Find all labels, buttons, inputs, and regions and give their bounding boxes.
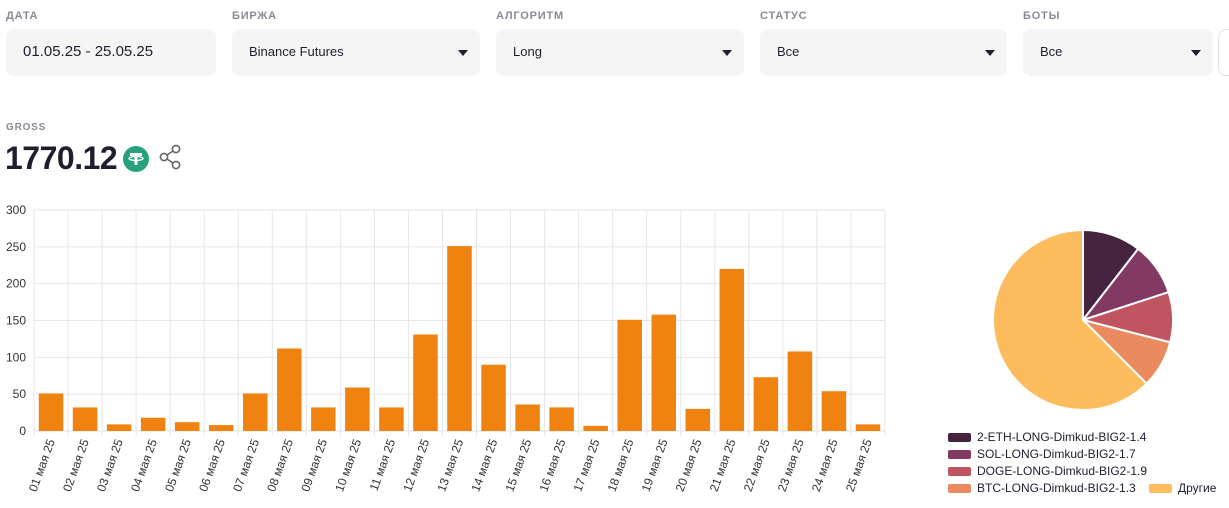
x-tick-label: 14 мая 25 [468,437,500,494]
x-tick-label: 02 мая 25 [60,437,92,494]
bar[interactable] [345,387,370,431]
x-tick-label: 23 мая 25 [775,437,807,494]
x-tick-label: 08 мая 25 [264,437,296,494]
y-tick-label: 50 [13,387,27,401]
x-tick-label: 05 мая 25 [162,437,194,494]
y-tick-label: 200 [6,277,26,291]
algorithm-select[interactable]: Long [496,29,744,76]
gross-value: 1770.12 [5,140,118,176]
bots-select-value: Все [1040,44,1063,59]
filter-exchange-label: БИРЖА [232,10,277,22]
tether-usdt-icon [123,146,149,172]
x-tick-label: 10 мая 25 [332,437,364,494]
y-tick-label: 150 [6,314,26,328]
x-tick-label: 12 мая 25 [400,437,432,494]
filter-bots-label: БОТЫ [1023,10,1061,22]
legend-swatch [1149,484,1172,493]
bar[interactable] [821,391,847,431]
legend-label: 2-ETH-LONG-Dimkud-BIG2-1.4 [977,430,1147,444]
exchange-select-value: Binance Futures [249,44,344,59]
status-select-value: Все [777,44,800,59]
x-tick-label: 09 мая 25 [298,437,330,494]
x-tick-label: 20 мая 25 [673,437,705,494]
bots-pie-chart [992,228,1174,411]
legend-label: BTC-LONG-Dimkud-BIG2-1.3 [977,481,1136,495]
x-tick-label: 07 мая 25 [230,437,262,494]
legend-swatch [948,450,971,459]
bar[interactable] [277,348,302,431]
filter-status-label: СТАТУС [760,10,808,22]
x-tick-label: 04 мая 25 [128,437,160,494]
x-tick-label: 22 мая 25 [741,437,773,494]
status-select[interactable]: Все [760,29,1007,76]
legend-swatch [948,484,971,493]
bar[interactable] [311,407,336,431]
x-tick-label: 21 мая 25 [707,437,739,494]
bar[interactable] [208,425,234,431]
y-tick-label: 300 [6,203,26,217]
bar[interactable] [106,424,132,431]
filter-algorithm-label: АЛГОРИТМ [496,10,564,22]
legend-label: Другие [1178,481,1217,495]
bar[interactable] [549,407,574,431]
bar[interactable] [243,393,268,431]
caret-down-icon [1191,50,1201,56]
bar[interactable] [515,404,540,431]
share-icon[interactable] [157,143,183,171]
legend-label: SOL-LONG-Dimkud-BIG2-1.7 [977,447,1136,461]
date-range-value: 01.05.25 - 25.05.25 [23,43,154,60]
bar[interactable] [583,425,608,431]
bar[interactable] [481,364,506,431]
bar[interactable] [753,377,779,431]
x-tick-label: 16 мая 25 [537,437,569,494]
bar[interactable] [174,422,200,431]
caret-down-icon [985,50,995,56]
bar[interactable] [140,417,166,431]
bar[interactable] [685,408,711,431]
bar[interactable] [651,314,676,431]
filter-bar: ДАТА 01.05.25 - 25.05.25 БИРЖА Binance F… [6,0,1229,80]
caret-down-icon [458,50,468,56]
date-range-input[interactable]: 01.05.25 - 25.05.25 [6,29,216,76]
x-tick-label: 25 мая 25 [843,437,875,494]
bar[interactable] [413,334,438,431]
bar[interactable] [379,407,404,431]
bar[interactable] [38,393,64,431]
caret-down-icon [722,50,732,56]
filter-date-label: ДАТА [6,10,39,22]
bar[interactable] [447,246,472,431]
pie-slice[interactable] [992,228,1149,411]
bots-select[interactable]: Все [1023,29,1213,76]
x-tick-label: 15 мая 25 [503,437,535,494]
daily-gross-bar-chart: 0 50 100 150 200 250 300 01 мая 25 02 мая 25 03 м… [6,203,886,494]
pie-legend: 2-ETH-LONG-Dimkud-BIG2-1.4 SOL-LONG-Dimk… [948,430,1229,500]
bar[interactable] [719,268,745,431]
x-tick-label: 18 мая 25 [605,437,637,494]
bar[interactable] [787,351,813,431]
x-tick-label: 01 мая 25 [26,437,58,494]
algorithm-select-value: Long [513,44,542,59]
x-tick-label: 06 мая 25 [196,437,228,494]
exchange-select[interactable]: Binance Futures [232,29,480,76]
legend-swatch [948,433,971,442]
bar[interactable] [617,319,642,431]
y-tick-label: 100 [6,350,26,364]
x-tick-label: 11 мая 25 [367,437,399,493]
x-tick-label: 17 мая 25 [571,437,603,494]
gross-label: GROSS [6,122,47,133]
legend-label: DOGE-LONG-Dimkud-BIG2-1.9 [977,464,1148,478]
y-tick-label: 250 [6,240,26,254]
x-tick-label: 13 мая 25 [434,437,466,494]
more-filters-button[interactable] [1218,29,1229,76]
legend-swatch [948,467,971,476]
x-tick-label: 19 мая 25 [639,437,671,494]
x-tick-label: 24 мая 25 [809,437,841,494]
bar[interactable] [855,424,881,431]
bar[interactable] [72,407,98,431]
x-tick-label: 03 мая 25 [94,437,126,494]
y-tick-label: 0 [19,424,26,438]
